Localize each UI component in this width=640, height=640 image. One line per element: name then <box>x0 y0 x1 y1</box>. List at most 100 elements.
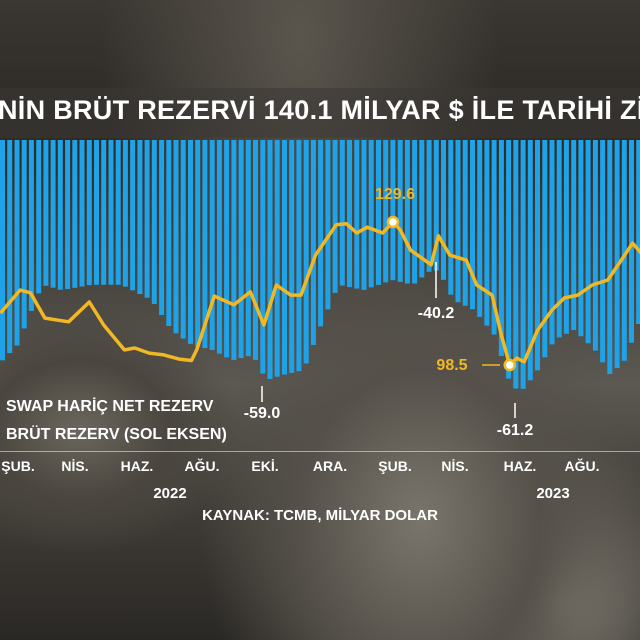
net-reserve-bar <box>195 140 201 347</box>
net-reserve-bar <box>260 140 266 374</box>
label-line-min: 98.5 <box>436 357 468 374</box>
net-reserve-bar <box>542 140 548 358</box>
net-reserve-bar <box>455 140 461 303</box>
net-reserve-bar <box>202 140 208 349</box>
net-reserve-bar <box>115 140 121 285</box>
net-reserve-bar <box>122 140 128 287</box>
net-reserve-bar <box>209 140 215 350</box>
line-point-marker <box>386 215 400 229</box>
net-reserve-bar <box>282 140 287 375</box>
net-reserve-bar <box>238 140 244 358</box>
net-reserve-bar <box>50 140 56 288</box>
net-reserve-bar <box>72 140 78 288</box>
net-reserve-bar <box>231 140 237 360</box>
label-bar-a: -59.0 <box>243 405 281 422</box>
net-reserve-bar <box>426 140 432 272</box>
line-point-marker <box>503 358 516 372</box>
x-tick-label: AĞU. <box>564 458 600 474</box>
x-tick-label: HAZ. <box>503 458 537 474</box>
net-reserve-bar <box>520 140 526 389</box>
net-reserve-bar <box>216 140 222 354</box>
x-tick-label: NİS. <box>441 458 469 474</box>
net-reserve-bar <box>310 140 316 345</box>
net-reserve-bar <box>404 140 410 284</box>
net-reserve-bar <box>296 140 302 372</box>
legend-net-reserve: SWAP HARİÇ NET REZERV <box>6 398 214 415</box>
net-reserve-bar <box>578 140 584 337</box>
net-reserve-bar <box>14 140 20 346</box>
net-reserve-bar <box>43 140 49 286</box>
net-reserve-bar <box>101 140 107 285</box>
net-reserve-bar <box>390 140 396 281</box>
net-reserve-bar <box>245 140 251 357</box>
net-reserve-bars <box>0 140 640 389</box>
net-reserve-bar <box>144 140 150 298</box>
net-reserve-bar <box>57 140 63 290</box>
x-tick-label: ARA. <box>312 458 348 474</box>
net-reserve-bar <box>376 140 381 285</box>
net-reserve-bar <box>383 140 389 283</box>
chart-title: NİN BRÜT REZERVİ 140.1 MİLYAR $ İLE TARİ… <box>0 88 640 138</box>
net-reserve-bar <box>130 140 136 291</box>
net-reserve-bar <box>484 140 490 326</box>
x-tick-label: HAZ. <box>120 458 154 474</box>
net-reserve-bar <box>151 140 157 304</box>
net-reserve-bar <box>600 140 606 363</box>
net-reserve-bar <box>448 140 454 295</box>
axis-divider <box>0 451 640 452</box>
net-reserve-bar <box>412 140 418 284</box>
net-reserve-bar <box>614 140 620 369</box>
net-reserve-bar <box>339 140 345 286</box>
net-reserve-bar <box>607 140 613 374</box>
net-reserve-bar <box>274 140 280 377</box>
legend-gross-reserve: BRÜT REZERV (SOL EKSEN) <box>6 426 227 443</box>
net-reserve-bar <box>253 140 258 360</box>
net-reserve-bar <box>571 140 577 331</box>
net-reserve-bar <box>94 140 99 285</box>
net-reserve-bar <box>65 140 71 289</box>
line-markers <box>386 215 516 372</box>
net-reserve-bar <box>491 140 497 335</box>
label-bar-b: -40.2 <box>417 305 455 322</box>
net-reserve-bar <box>621 140 627 361</box>
source-note: KAYNAK: TCMB, MİLYAR DOLAR <box>202 507 438 524</box>
net-reserve-bar <box>332 140 338 293</box>
net-reserve-bar <box>563 140 569 334</box>
net-reserve-bar <box>166 140 172 326</box>
net-reserve-bar <box>527 140 533 381</box>
net-reserve-bar <box>347 140 352 288</box>
net-reserve-bar <box>159 140 165 315</box>
net-reserve-bar <box>108 140 114 285</box>
net-reserve-bar <box>325 140 331 310</box>
x-tick-label: AĞU. <box>184 458 220 474</box>
net-reserve-bar <box>318 140 324 327</box>
x-tick-label: NİS. <box>61 458 89 474</box>
year-label-2023: 2023 <box>536 485 570 502</box>
title-text: NİN BRÜT REZERVİ 140.1 MİLYAR $ İLE TARİ… <box>0 95 640 125</box>
net-reserve-bar <box>224 140 230 358</box>
net-reserve-bar <box>173 140 179 334</box>
net-reserve-bar <box>592 140 598 351</box>
net-reserve-bar <box>21 140 27 329</box>
net-reserve-bar <box>419 140 425 278</box>
net-reserve-bar <box>36 140 42 294</box>
net-reserve-bar <box>629 140 634 343</box>
net-reserve-bar <box>585 140 591 344</box>
label-bar-c: -61.2 <box>496 422 534 439</box>
net-reserve-bar <box>477 140 483 317</box>
net-reserve-bar <box>506 140 512 379</box>
net-reserve-bar <box>397 140 403 282</box>
net-reserve-bar <box>361 140 367 290</box>
net-reserve-bar <box>368 140 374 288</box>
net-reserve-bar <box>137 140 143 294</box>
net-reserve-bar <box>28 140 34 311</box>
net-reserve-bar <box>303 140 309 364</box>
net-reserve-bar <box>498 140 504 356</box>
net-reserve-bar <box>79 140 85 287</box>
x-tick-label: EKİ. <box>251 458 279 474</box>
year-label-2022: 2022 <box>153 485 187 502</box>
x-tick-label: ŞUB. <box>1 458 35 474</box>
net-reserve-bar <box>188 140 193 344</box>
net-reserve-bar <box>441 140 446 280</box>
